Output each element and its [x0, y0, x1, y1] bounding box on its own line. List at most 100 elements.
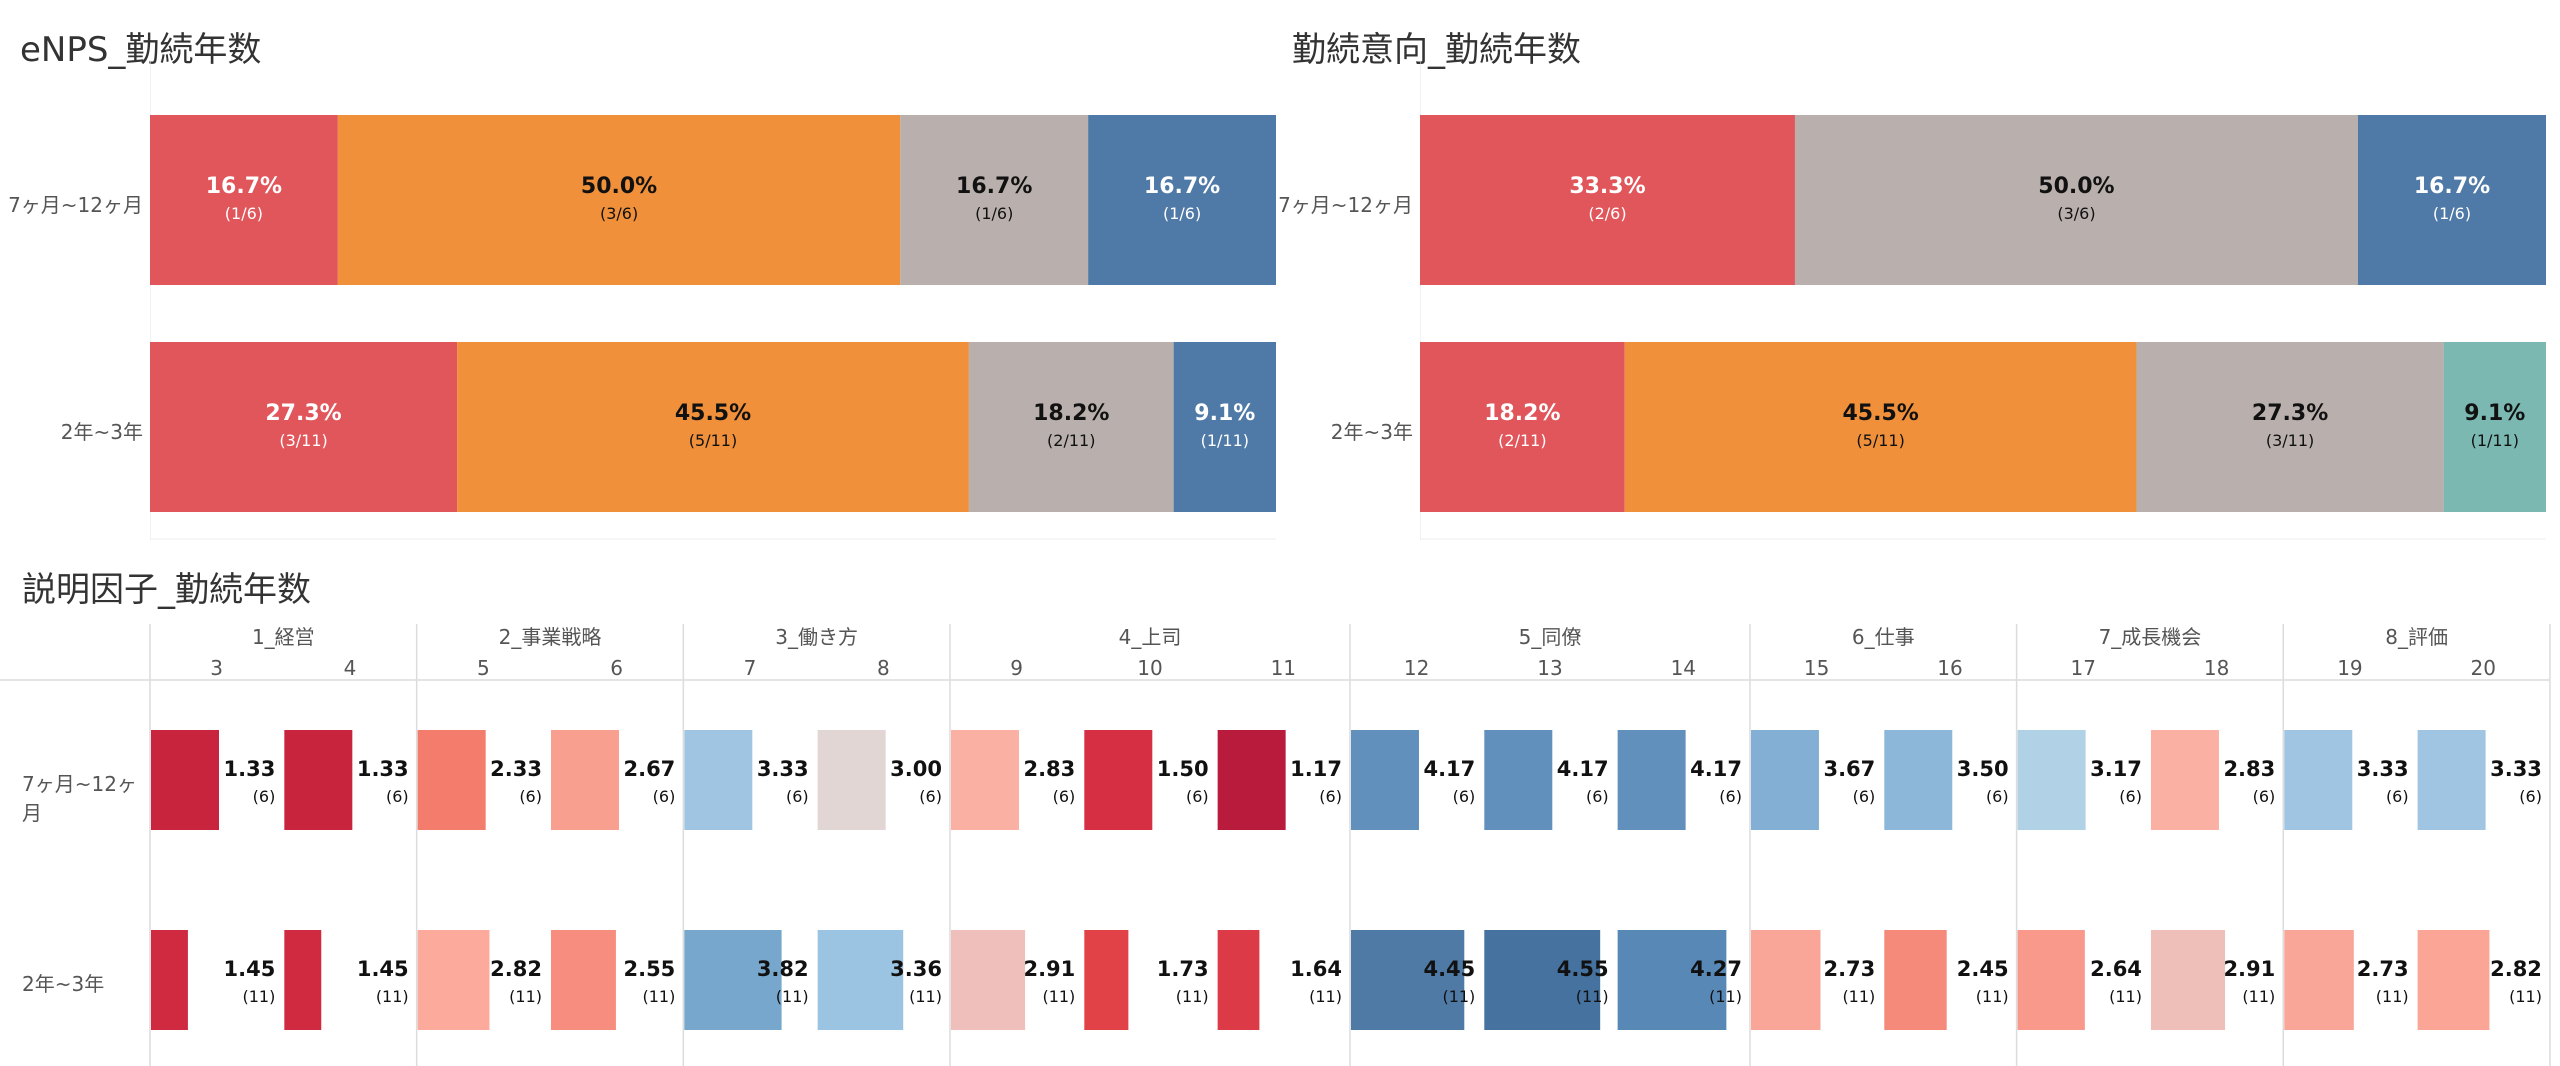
item-header-8: 8: [877, 656, 890, 680]
enps-pct-label: 45.5%: [675, 401, 751, 426]
heat-count-label: (6): [519, 787, 542, 806]
kinzoku-count-label: (3/11): [2266, 431, 2314, 450]
enps-row-label-2: 2年~3年: [60, 420, 143, 444]
heat-cell-0-14: [2017, 730, 2086, 830]
heat-count-label: (11): [1309, 987, 1342, 1006]
kinzoku-pct-label: 18.2%: [1484, 401, 1560, 426]
item-header-16: 16: [1937, 656, 1962, 680]
heat-cell-1-11: [1617, 930, 1727, 1030]
heat-cell-0-15: [2150, 730, 2219, 830]
item-header-13: 13: [1537, 656, 1562, 680]
enps-bar-0-3: [1088, 115, 1276, 285]
heat-value-label: 1.64: [1290, 957, 1342, 981]
enps-bar-1-2: [968, 342, 1174, 512]
heat-value-label: 2.55: [623, 957, 675, 981]
heat-count-label: (6): [653, 787, 676, 806]
heat-cell-1-5: [817, 930, 904, 1030]
heat-cell-0-3: [550, 730, 619, 830]
kinzoku-count-label: (2/6): [1588, 204, 1626, 223]
kinzoku-bar-0-0: [1420, 115, 1795, 285]
enps-title: eNPS_勤続年数: [20, 30, 262, 70]
heat-value-label: 3.00: [890, 757, 942, 781]
enps-pct-label: 16.7%: [956, 174, 1032, 199]
heat-value-label: 1.33: [357, 757, 409, 781]
heat-value-label: 4.17: [1690, 757, 1742, 781]
enps-pct-label: 50.0%: [581, 174, 657, 199]
heat-count-label: (6): [2519, 787, 2542, 806]
enps-bar-1-0: [150, 342, 458, 512]
heat-cell-0-8: [1217, 730, 1286, 830]
heat-value-label: 1.33: [224, 757, 276, 781]
enps-pct-label: 16.7%: [206, 174, 282, 199]
enps-bar-1-1: [457, 342, 969, 512]
heat-cell-1-7: [1084, 930, 1129, 1030]
group-header-2: 2_事業戦略: [499, 625, 602, 649]
heat-value-label: 2.83: [2223, 757, 2275, 781]
heat-cell-0-4: [684, 730, 753, 830]
kinzoku-pct-label: 45.5%: [1842, 401, 1918, 426]
heat-value-label: 3.36: [890, 957, 942, 981]
heat-value-label: 3.17: [2090, 757, 2142, 781]
factors-row-label-1: 7ヶ月~12ヶ月: [22, 772, 137, 825]
enps-count-label: (5/11): [689, 431, 737, 450]
kinzoku-count-label: (1/11): [2471, 431, 2519, 450]
heat-value-label: 2.91: [1023, 957, 1075, 981]
heat-value-label: 2.33: [490, 757, 542, 781]
heat-count-label: (6): [786, 787, 809, 806]
heat-cell-1-16: [2284, 930, 2354, 1030]
heat-count-label: (6): [2119, 787, 2142, 806]
item-header-12: 12: [1404, 656, 1429, 680]
enps-count-label: (1/6): [975, 204, 1013, 223]
enps-pct-label: 27.3%: [265, 401, 341, 426]
heat-count-label: (11): [776, 987, 809, 1006]
kinzoku-count-label: (3/6): [2057, 204, 2095, 223]
group-header-1: 1_経営: [252, 625, 315, 649]
heat-count-label: (11): [242, 987, 275, 1006]
kinzoku-bar-1-1: [1624, 342, 2137, 512]
heat-value-label: 2.64: [2090, 957, 2142, 981]
heat-count-label: (6): [1586, 787, 1609, 806]
enps-count-label: (3/11): [279, 431, 327, 450]
heat-count-label: (11): [1842, 987, 1875, 1006]
heat-cell-1-17: [2417, 930, 2490, 1030]
enps-pct-label: 16.7%: [1144, 174, 1220, 199]
heat-cell-1-4: [684, 930, 782, 1030]
factors-heatmap: 1_経営 2_事業戦略 3_働き方 4_上司 5_同僚 6_仕事 7_成長機会 8_評価 3 4 5…: [0, 624, 2551, 1066]
enps-count-label: (1/6): [225, 204, 263, 223]
heat-count-label: (6): [1453, 787, 1476, 806]
heat-value-label: 1.17: [1290, 757, 1342, 781]
enps-bar-1-3: [1173, 342, 1276, 512]
heat-count-label: (6): [253, 787, 276, 806]
heat-cell-1-9: [1350, 930, 1465, 1030]
heat-count-label: (6): [1986, 787, 2009, 806]
heat-cell-0-2: [417, 730, 486, 830]
kinzoku-bar-1-0: [1420, 342, 1625, 512]
heat-cell-1-6: [950, 930, 1026, 1030]
heat-count-label: (11): [1976, 987, 2009, 1006]
kinzoku-title: 勤続意向_勤続年数: [1292, 30, 1581, 70]
heat-cell-0-1: [284, 730, 353, 830]
heat-value-label: 2.73: [2357, 957, 2409, 981]
heat-value-label: 3.33: [2490, 757, 2542, 781]
kinzoku-bar-0-2: [2357, 115, 2546, 285]
item-header-3: 3: [210, 656, 223, 680]
heat-cell-1-2: [417, 930, 490, 1030]
heat-value-label: 2.83: [1023, 757, 1075, 781]
heat-count-label: (11): [1442, 987, 1475, 1006]
kinzoku-bar-1-2: [2136, 342, 2444, 512]
heat-count-label: (11): [509, 987, 542, 1006]
heat-value-label: 3.82: [757, 957, 809, 981]
heat-count-label: (11): [1042, 987, 1075, 1006]
heat-cell-0-11: [1617, 730, 1686, 830]
heat-count-label: (11): [376, 987, 409, 1006]
item-header-20: 20: [2471, 656, 2496, 680]
item-header-11: 11: [1271, 656, 1296, 680]
item-header-5: 5: [477, 656, 490, 680]
heat-count-label: (11): [2509, 987, 2542, 1006]
enps-stacked-bar-chart: 16.7% (1/6) 50.0% (3/6) 16.7% (1/6) 16.7% (1/6)…: [150, 60, 1276, 540]
heat-cell-0-12: [1750, 730, 1819, 830]
item-header-14: 14: [1671, 656, 1696, 680]
kinzoku-count-label: (2/11): [1498, 431, 1546, 450]
kinzoku-row-label-2: 2年~3年: [1330, 420, 1413, 444]
heat-count-label: (6): [919, 787, 942, 806]
